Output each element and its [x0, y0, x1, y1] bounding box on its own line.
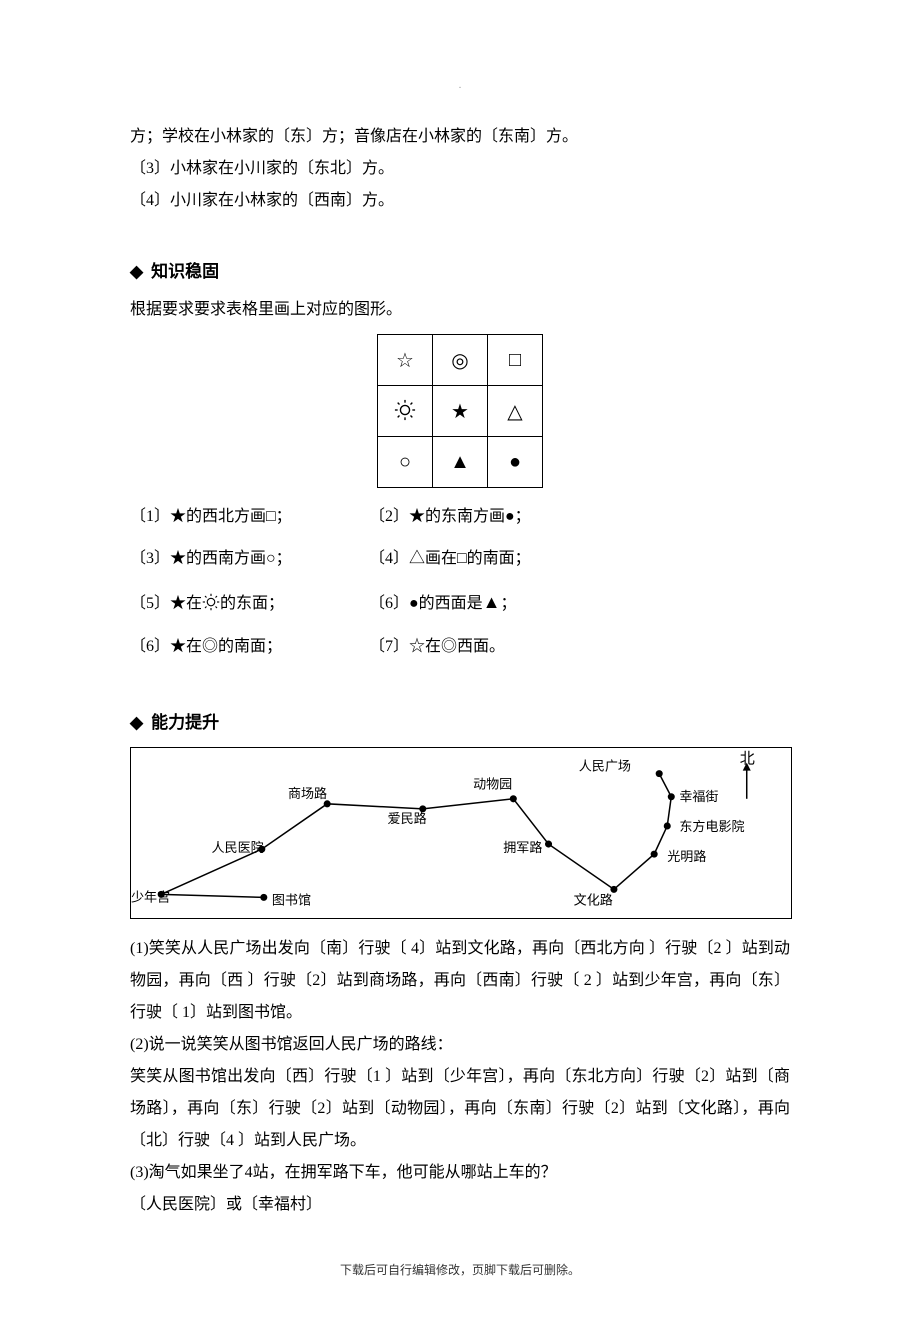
- svg-text:东方电影院: 东方电影院: [679, 819, 744, 834]
- item-5b: 的东面；: [220, 595, 284, 612]
- item-4: 〔4〕△画在□的南面；: [369, 538, 531, 580]
- page-content: . 方；学校在小林家的〔东〕方；音像店在小林家的〔东南〕方。 〔3〕小林家在小川…: [0, 0, 920, 1338]
- item-7: 〔6〕★在◎的南面；: [130, 626, 365, 668]
- section-2-heading: ◆ 能力提升: [130, 708, 790, 733]
- intro-line-2: 〔3〕小林家在小川家的〔东北〕方。: [130, 153, 790, 185]
- item-6a: 〔6〕●的西面是: [369, 595, 483, 612]
- item-6: 〔6〕●的西面是▲；: [369, 579, 517, 626]
- grid-cell-2-2: ●: [488, 437, 543, 488]
- svg-text:幸福街: 幸福街: [679, 788, 718, 803]
- svg-text:商场路: 商场路: [288, 785, 327, 800]
- shape-grid: ☆ ◎ □ ★ △ ○ ▲ ●: [377, 334, 543, 488]
- intro-line-3: 〔4〕小川家在小林家的〔西南〕方。: [130, 185, 790, 217]
- grid-cell-2-1: ▲: [433, 437, 488, 488]
- item-1: 〔1〕★的西北方画□；: [130, 496, 365, 538]
- svg-text:人民广场: 人民广场: [579, 758, 631, 773]
- footer-note: 下载后可自行编辑修改，页脚下载后可删除。: [130, 1261, 790, 1278]
- map-diagram: 人民广场 北商场路 动物园幸福街爱民路东方电影院人民医院 拥军路光明路少年宫 图书馆 文化…: [130, 747, 792, 919]
- grid-cell-1-2: △: [488, 386, 543, 437]
- item-8: 〔7〕☆在◎西面。: [369, 626, 505, 668]
- item-5: 〔5〕★在 的东面；: [130, 583, 365, 625]
- map-svg: 人民广场 北商场路 动物园幸福街爱民路东方电影院人民医院 拥军路光明路少年宫 图书馆 文化…: [131, 748, 791, 918]
- item-3: 〔3〕★的西南方画○；: [130, 538, 365, 580]
- item-6b: ；: [501, 595, 517, 612]
- svg-text:拥军路: 拥军路: [503, 840, 542, 855]
- sun-icon: [394, 399, 416, 421]
- svg-text:北: 北: [740, 750, 755, 767]
- svg-text:光明路: 光明路: [667, 849, 706, 864]
- q2-body: 笑笑从图书馆出发向〔西〕行驶〔1 〕站到〔少年宫〕，再向〔东北方向〕行驶〔2〕站…: [130, 1061, 790, 1157]
- section-2-title: 能力提升: [151, 713, 219, 732]
- svg-text:文化路: 文化路: [574, 892, 613, 907]
- grid-cell-1-0: [378, 386, 433, 437]
- diamond-icon-2: ◆: [130, 713, 143, 733]
- q3: (3)淘气如果坐了4站，在拥军路下车，他可能从哪站上车的？: [130, 1157, 790, 1189]
- intro-line-1: 方；学校在小林家的〔东〕方；音像店在小林家的〔东南〕方。: [130, 121, 790, 153]
- item-2: 〔2〕★的东南方画●；: [369, 496, 531, 538]
- exercise-row-3: 〔5〕★在 的东面； 〔6〕●的西面是▲；: [130, 579, 790, 626]
- sun-inline-icon: [202, 593, 220, 611]
- exercise-row-1: 〔1〕★的西北方画□； 〔2〕★的东南方画●；: [130, 496, 790, 538]
- svg-text:人民医院: 人民医院: [211, 840, 263, 855]
- diamond-icon: ◆: [130, 262, 143, 282]
- grid-cell-0-1: ◎: [433, 335, 488, 386]
- section-1-title: 知识稳固: [151, 262, 219, 281]
- svg-text:少年宫: 少年宫: [131, 889, 170, 904]
- q2-title: (2)说一说笑笑从图书馆返回人民广场的路线：: [130, 1029, 790, 1061]
- exercise-row-2: 〔3〕★的西南方画○； 〔4〕△画在□的南面；: [130, 538, 790, 580]
- exercise-row-4: 〔6〕★在◎的南面； 〔7〕☆在◎西面。: [130, 626, 790, 668]
- section-1-heading: ◆ 知识稳固: [130, 257, 790, 282]
- grid-cell-1-1: ★: [433, 386, 488, 437]
- svg-text:爱民路: 爱民路: [388, 811, 427, 826]
- triangle-filled-icon: ▲: [483, 592, 501, 612]
- svg-text:动物园: 动物园: [473, 776, 512, 791]
- grid-cell-0-2: □: [488, 335, 543, 386]
- q3-answer: 〔人民医院〕或〔幸福村〕: [130, 1189, 790, 1221]
- q1: (1)笑笑从人民广场出发向〔南〕行驶〔 4〕站到文化路，再向〔西北方向 〕行驶〔…: [130, 933, 790, 1029]
- section-1-instruction: 根据要求要求表格里画上对应的图形。: [130, 294, 790, 326]
- header-dot: .: [130, 80, 790, 91]
- svg-text:图书馆: 图书馆: [272, 892, 311, 907]
- grid-cell-0-0: ☆: [378, 335, 433, 386]
- item-5a: 〔5〕★在: [130, 595, 202, 612]
- grid-cell-2-0: ○: [378, 437, 433, 488]
